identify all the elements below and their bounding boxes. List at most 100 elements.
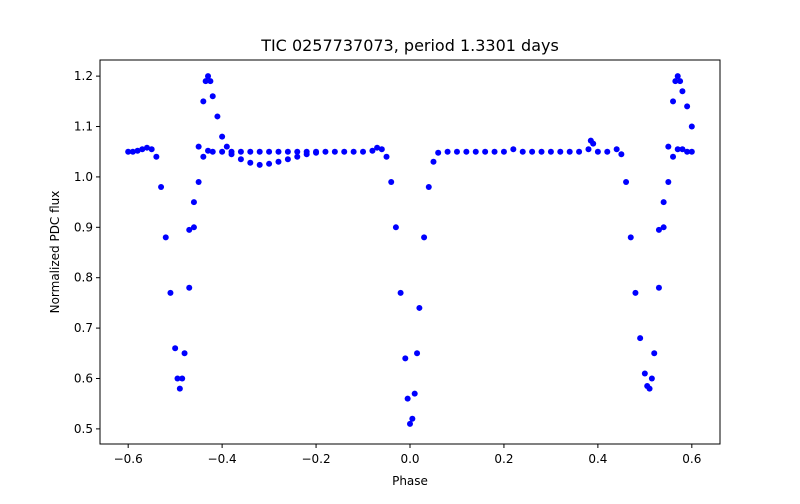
data-point <box>179 375 186 382</box>
data-point <box>195 178 202 185</box>
data-point <box>162 234 169 241</box>
data-point <box>421 234 428 241</box>
data-point <box>604 148 611 155</box>
y-tick-label: 0.7 <box>74 321 93 335</box>
data-point <box>590 140 597 147</box>
x-tick-label: 0.2 <box>494 452 513 466</box>
data-point <box>397 289 404 296</box>
data-point <box>414 350 421 357</box>
data-point <box>247 148 254 155</box>
data-point <box>153 153 160 160</box>
data-point <box>207 78 214 85</box>
data-point <box>383 153 390 160</box>
data-point <box>409 415 416 422</box>
data-point <box>637 335 644 342</box>
data-point <box>679 88 686 95</box>
data-point <box>214 113 221 120</box>
data-point <box>202 78 209 85</box>
data-point <box>679 146 686 153</box>
data-point <box>627 234 634 241</box>
data-point <box>655 284 662 291</box>
data-point <box>411 390 418 397</box>
data-point <box>646 385 653 392</box>
data-point <box>294 153 301 160</box>
data-point <box>632 289 639 296</box>
data-point <box>594 148 601 155</box>
data-point <box>275 148 282 155</box>
data-point <box>294 148 301 155</box>
data-point <box>648 375 655 382</box>
data-point <box>660 224 667 231</box>
data-point <box>350 148 357 155</box>
data-point <box>143 144 150 151</box>
data-point <box>174 375 181 382</box>
data-point <box>435 149 442 156</box>
data-point <box>176 385 183 392</box>
data-point <box>167 289 174 296</box>
data-point <box>266 160 273 167</box>
data-point <box>134 147 141 154</box>
data-point <box>369 147 376 154</box>
x-tick-label: −0.6 <box>114 452 143 466</box>
chart-title: TIC 0257737073, period 1.3301 days <box>260 36 559 55</box>
data-point <box>444 148 451 155</box>
data-point <box>482 148 489 155</box>
data-point <box>303 151 310 158</box>
data-point <box>677 78 684 85</box>
y-axis: 0.5 0.6 0.7 0.8 0.9 1.0 1.1 1.2 <box>74 69 100 436</box>
data-point <box>190 199 197 206</box>
y-tick-label: 1.2 <box>74 69 93 83</box>
data-point <box>172 345 179 352</box>
data-point <box>125 148 132 155</box>
x-tick-label: 0.6 <box>682 452 701 466</box>
data-point <box>205 73 212 80</box>
x-tick-label: −0.2 <box>301 452 330 466</box>
data-point <box>538 148 545 155</box>
data-point <box>378 146 385 153</box>
data-point <box>688 123 695 130</box>
data-point <box>374 144 381 151</box>
data-point <box>322 148 329 155</box>
data-point <box>674 73 681 80</box>
data-point <box>665 143 672 150</box>
data-point <box>209 93 216 100</box>
data-point <box>219 133 226 140</box>
data-point <box>181 350 188 357</box>
data-point <box>674 146 681 153</box>
data-point <box>388 178 395 185</box>
data-point <box>331 148 338 155</box>
data-point <box>392 224 399 231</box>
y-tick-label: 0.9 <box>74 220 93 234</box>
data-point <box>491 148 498 155</box>
data-point <box>237 156 244 163</box>
y-tick-label: 1.1 <box>74 120 93 134</box>
x-tick-label: 0.0 <box>400 452 419 466</box>
data-point <box>547 148 554 155</box>
data-point <box>407 420 413 427</box>
data-point <box>209 148 216 155</box>
data-point <box>463 148 470 155</box>
data-point <box>139 146 146 153</box>
data-point <box>430 158 437 165</box>
data-point <box>660 199 667 206</box>
x-axis: −0.6 −0.4 −0.2 0.0 0.2 0.4 0.6 <box>114 444 701 466</box>
data-point <box>341 148 348 155</box>
data-point <box>566 148 573 155</box>
data-point <box>510 146 517 153</box>
data-point <box>453 148 460 155</box>
x-tick-label: −0.4 <box>208 452 237 466</box>
data-point <box>684 103 691 110</box>
data-point <box>266 148 273 155</box>
x-axis-label: Phase <box>392 474 428 488</box>
data-point <box>519 148 526 155</box>
data-point <box>557 148 564 155</box>
data-point <box>247 159 254 166</box>
data-point <box>158 183 165 190</box>
data-point <box>186 284 193 291</box>
data-point <box>223 143 230 150</box>
data-point <box>284 148 291 155</box>
data-point <box>500 148 507 155</box>
data-point <box>613 146 620 153</box>
data-point <box>205 147 212 154</box>
